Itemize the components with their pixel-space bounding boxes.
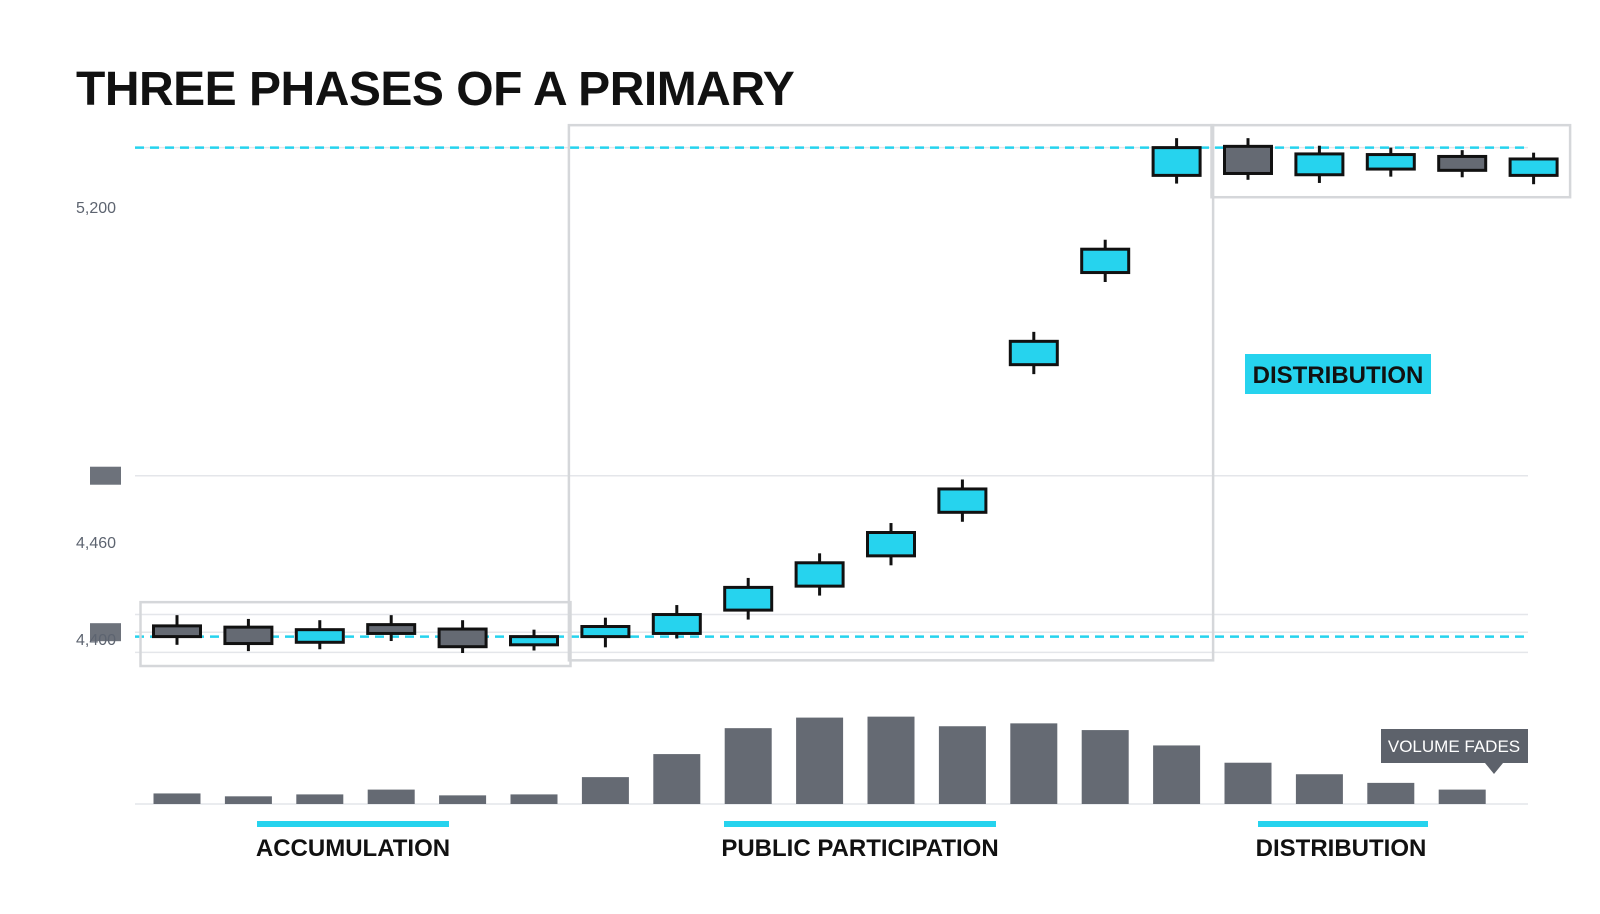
distribution-tag-badge xyxy=(1245,354,1431,394)
candle-body xyxy=(1151,146,1202,177)
candle-body xyxy=(294,628,345,644)
volume-bar xyxy=(1153,745,1201,804)
candle-body xyxy=(1365,153,1416,171)
labels: 5,200 4,460 4,400 DISTRIBUTION VOLUME FA… xyxy=(76,200,1528,862)
candle-body xyxy=(866,531,916,558)
phase-box xyxy=(567,123,1215,662)
candles xyxy=(152,138,1559,654)
volume-callout-badge xyxy=(1381,729,1528,763)
candle-body xyxy=(1437,154,1488,172)
candle-body xyxy=(794,561,845,588)
candle-body xyxy=(1508,157,1559,177)
phase-label-accumulation: ACCUMULATION xyxy=(256,835,450,862)
y-tick-placeholder xyxy=(90,466,121,485)
phase-underline-public-participation xyxy=(724,821,996,827)
volume-bar xyxy=(1010,723,1058,804)
volume-bar xyxy=(510,794,558,804)
phase-label-distribution: DISTRIBUTION xyxy=(1256,835,1427,862)
y-tick-label: 4,400 xyxy=(76,632,116,649)
candle-body xyxy=(723,585,774,612)
volume-bar xyxy=(724,728,772,804)
volume-bar xyxy=(938,726,986,804)
volume-bar xyxy=(1295,774,1343,804)
volume-bar xyxy=(439,795,487,804)
volume-bar xyxy=(1438,789,1486,804)
candle-body xyxy=(152,624,202,639)
candle-body xyxy=(1294,152,1345,177)
phase-box xyxy=(139,600,572,668)
candle-body xyxy=(509,635,559,647)
volume-bar xyxy=(796,717,844,804)
candle-body xyxy=(437,627,488,649)
volume-bar xyxy=(1367,782,1415,804)
phase-label-public-participation: PUBLIC PARTICIPATION xyxy=(721,835,998,862)
candle-body xyxy=(580,625,631,639)
phase-box xyxy=(1210,123,1572,199)
candle-body xyxy=(1008,339,1059,367)
phase-underline-distribution xyxy=(1258,821,1428,827)
volume-callout-label: VOLUME FADES xyxy=(1388,737,1520,756)
volume-bar xyxy=(1224,762,1272,804)
volume-bar xyxy=(367,789,415,804)
distribution-tag-label: DISTRIBUTION xyxy=(1253,362,1424,389)
candle-body xyxy=(223,625,274,646)
volume-bar xyxy=(653,754,701,804)
volume-bar xyxy=(296,794,344,804)
volume-bar xyxy=(224,796,272,804)
volume-bar xyxy=(153,793,201,804)
volume-bar xyxy=(1081,730,1129,804)
phase-boxes xyxy=(139,123,1572,668)
volume-bars xyxy=(153,716,1486,804)
volume-bar xyxy=(581,777,629,804)
phase-underline-accumulation xyxy=(257,821,449,827)
candle-body xyxy=(937,487,988,514)
chart-title: THREE PHASES OF A PRIMARY xyxy=(76,63,795,116)
volume-bar xyxy=(867,716,915,804)
y-tick-placeholder xyxy=(90,623,121,642)
grid-layer xyxy=(90,146,1528,805)
candle-body xyxy=(1223,144,1273,175)
candle-body xyxy=(366,623,417,635)
volume-callout-pointer xyxy=(1485,763,1503,774)
y-tick-label: 4,460 xyxy=(76,535,116,552)
candle-body xyxy=(1080,247,1131,275)
candle-body xyxy=(651,613,702,635)
y-tick-label: 5,200 xyxy=(76,200,116,217)
